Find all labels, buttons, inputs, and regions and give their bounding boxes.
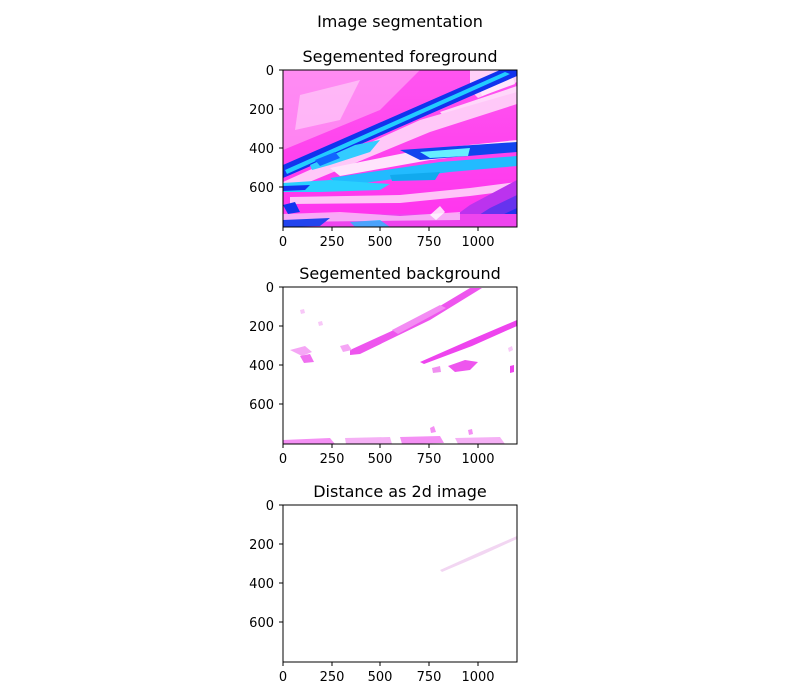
x-tick-label: 500 xyxy=(368,670,393,685)
x-tick-label: 0 xyxy=(279,452,287,467)
y-tick-label: 200 xyxy=(249,320,274,335)
segmented-background-image xyxy=(283,287,517,444)
x-ticks: 0 250 500 750 1000 xyxy=(279,444,495,467)
x-tick-label: 1000 xyxy=(461,670,494,685)
x-tick-label: 250 xyxy=(320,235,345,250)
x-tick-label: 250 xyxy=(320,670,345,685)
y-tick-label: 0 xyxy=(266,281,274,296)
x-tick-label: 1000 xyxy=(461,235,494,250)
figure-title: Image segmentation xyxy=(317,12,483,31)
panel-title: Segemented background xyxy=(299,264,501,283)
x-tick-label: 500 xyxy=(368,235,393,250)
x-ticks: 0 250 500 750 1000 xyxy=(279,227,495,250)
panel-background: Segemented background xyxy=(249,264,518,467)
y-tick-label: 600 xyxy=(249,398,274,413)
y-tick-label: 0 xyxy=(266,64,274,79)
y-tick-label: 400 xyxy=(249,142,274,157)
panel-foreground: Segemented foreground xyxy=(249,47,518,250)
y-ticks: 0 200 400 600 xyxy=(249,499,283,631)
y-tick-label: 200 xyxy=(249,538,274,553)
y-tick-label: 600 xyxy=(249,616,274,631)
x-tick-label: 750 xyxy=(417,670,442,685)
y-tick-label: 600 xyxy=(249,181,274,196)
panel-title: Segemented foreground xyxy=(302,47,497,66)
x-tick-label: 0 xyxy=(279,670,287,685)
segmented-foreground-image xyxy=(283,70,517,227)
x-tick-label: 750 xyxy=(417,452,442,467)
y-tick-label: 200 xyxy=(249,103,274,118)
y-tick-label: 400 xyxy=(249,577,274,592)
y-tick-label: 400 xyxy=(249,359,274,374)
x-tick-label: 750 xyxy=(417,235,442,250)
x-tick-label: 250 xyxy=(320,452,345,467)
distance-image xyxy=(283,505,517,662)
x-tick-label: 1000 xyxy=(461,452,494,467)
x-tick-label: 0 xyxy=(279,235,287,250)
y-ticks: 0 200 400 600 xyxy=(249,64,283,196)
y-tick-label: 0 xyxy=(266,499,274,514)
x-tick-label: 500 xyxy=(368,452,393,467)
x-ticks: 0 250 500 750 1000 xyxy=(279,662,495,685)
y-ticks: 0 200 400 600 xyxy=(249,281,283,413)
panel-distance: Distance as 2d image 0 200 400 600 0 250… xyxy=(249,482,518,685)
panel-title: Distance as 2d image xyxy=(313,482,487,501)
